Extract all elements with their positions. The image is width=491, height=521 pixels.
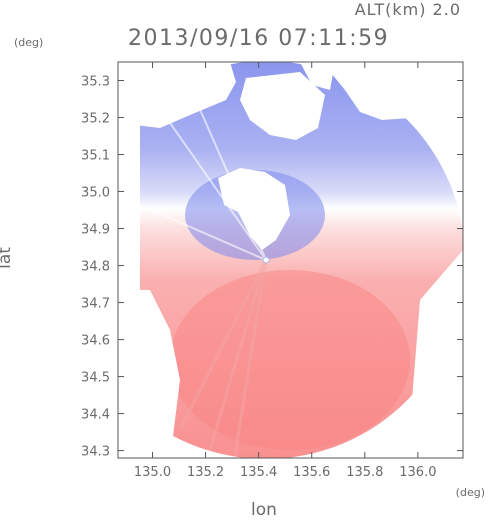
x-axis-unit: (deg): [455, 486, 485, 499]
y-tick-label: 34.6: [81, 334, 110, 349]
x-axis-label: lon: [251, 500, 277, 520]
velocity-field: [118, 62, 463, 458]
x-tick-label: 135.2: [187, 465, 224, 480]
outbound-core: [170, 270, 410, 450]
x-tick-label: 135.0: [134, 465, 171, 480]
y-tick-label: 35.2: [81, 112, 110, 127]
x-tick-label: 136.0: [399, 465, 436, 480]
y-tick-label: 35.0: [81, 186, 110, 201]
y-tick-label: 34.4: [81, 408, 110, 423]
x-tick-label: 135.4: [240, 465, 277, 480]
y-tick-label: 34.8: [81, 260, 110, 275]
y-tick-label: 35.3: [81, 75, 110, 90]
y-tick-label: 34.5: [81, 371, 110, 386]
y-tick-label: 34.3: [81, 445, 110, 460]
y-tick-label: 35.1: [81, 149, 110, 164]
axes: 135.0 135.2 135.4 135.6 135.8 136.0 34.3 34.4 34…: [81, 62, 463, 480]
plot-frame: [117, 61, 464, 459]
altitude-label: ALT(km) 2.0: [354, 0, 461, 19]
no-echo-areas: [118, 62, 463, 458]
radar-site-marker: [262, 256, 270, 264]
y-tick-label: 34.9: [81, 223, 110, 238]
x-tick-label: 135.6: [293, 465, 330, 480]
datetime-title: 2013/09/16 07:11:59: [128, 26, 390, 51]
y-tick-label: 34.7: [81, 297, 110, 312]
x-tick-label: 135.8: [346, 465, 383, 480]
radial-streaks: [139, 104, 267, 261]
y-axis-unit: (deg): [14, 36, 44, 49]
